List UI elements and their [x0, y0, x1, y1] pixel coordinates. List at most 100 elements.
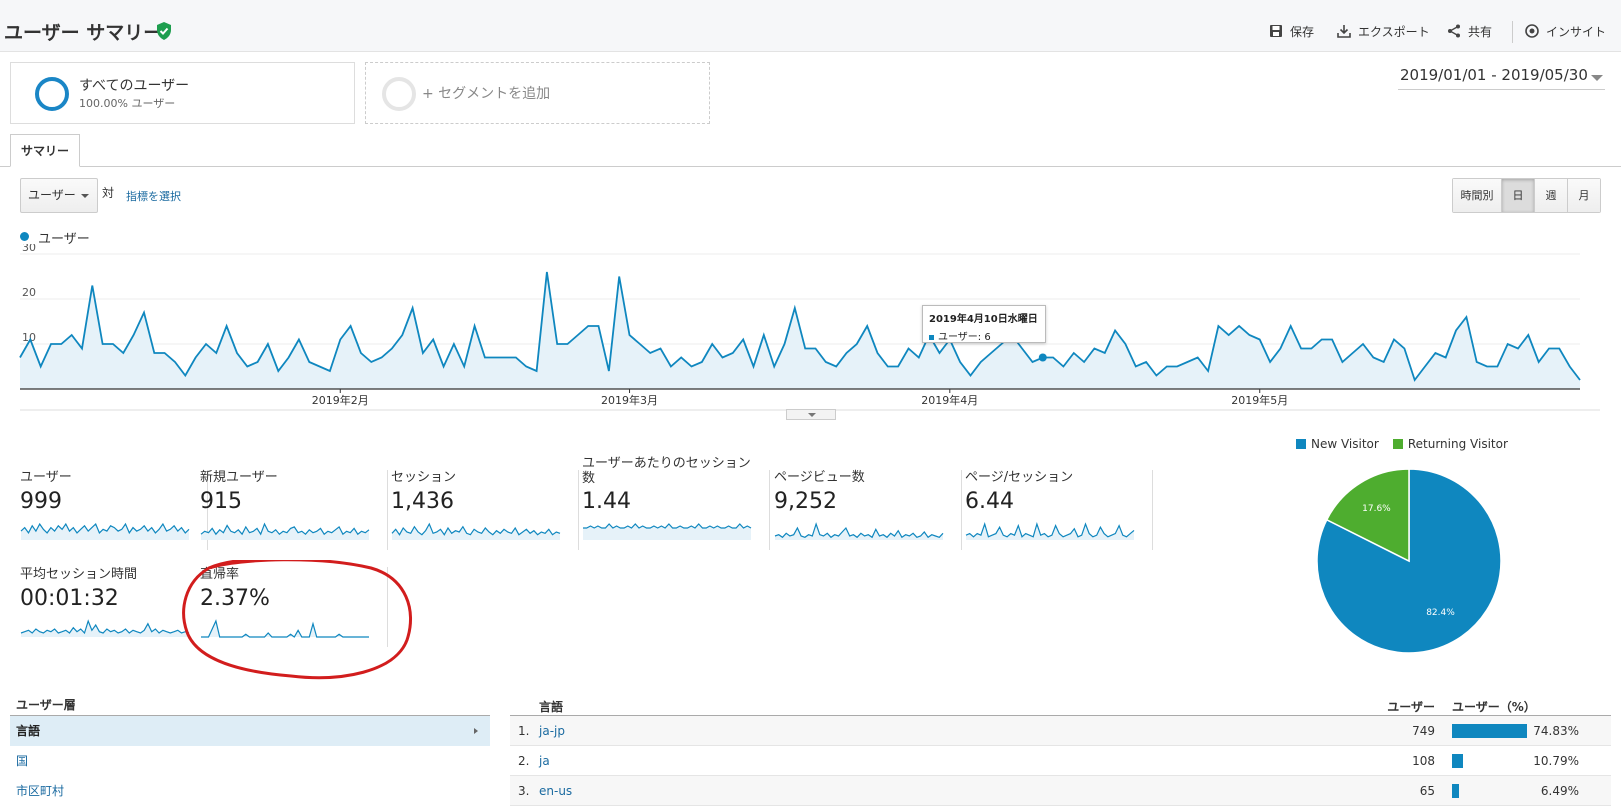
segment-empty-ring-icon [382, 77, 416, 111]
metric-sparkline [20, 522, 190, 540]
tooltip-value: ユーザー: 6 [938, 332, 991, 343]
granularity-day-button[interactable]: 日 [1501, 179, 1534, 212]
row-language-link[interactable]: ja [539, 754, 550, 768]
time-granularity-toggle: 時間別 日 週 月 [1452, 178, 1601, 213]
row-share-bar [1452, 784, 1459, 798]
segment-share: 100.00% ユーザー [79, 97, 176, 110]
row-share-bar [1452, 724, 1527, 738]
metric-card[interactable]: ユーザー 999 [20, 470, 208, 550]
insights-button[interactable]: インサイト [1524, 22, 1606, 40]
demographics-item-language[interactable]: 言語 [10, 716, 490, 746]
pie-legend-returning-visitor[interactable]: Returning Visitor [1392, 437, 1508, 451]
metric-value: 999 [20, 489, 62, 514]
share-button[interactable]: 共有 [1446, 22, 1492, 40]
metric-card[interactable]: セッション 1,436 [391, 470, 579, 550]
save-label: 保存 [1290, 24, 1315, 39]
granularity-month-button[interactable]: 月 [1567, 179, 1600, 212]
pie-legend-new-visitor[interactable]: New Visitor [1296, 437, 1379, 451]
column-header-users[interactable]: ユーザー [1387, 700, 1435, 714]
metric-card[interactable]: 直帰率 2.37% [200, 567, 388, 647]
date-range-picker[interactable]: 2019/01/01 - 2019/05/30 [1398, 64, 1605, 90]
versus-label: 対 [102, 186, 115, 200]
metric-card[interactable]: 平均セッション時間 00:01:32 [20, 567, 208, 647]
demographics-nav: ユーザー層 言語 国 市区町村 [10, 694, 490, 806]
metric-card[interactable]: ユーザーあたりのセッション数 1.44 [582, 456, 770, 550]
chevron-right-icon [474, 728, 478, 734]
granularity-week-button[interactable]: 週 [1534, 179, 1567, 212]
sparkline-fill [966, 524, 1134, 540]
tab-summary[interactable]: サマリー [10, 134, 80, 167]
granularity-hourly-button[interactable]: 時間別 [1453, 179, 1501, 212]
metric-label: 平均セッション時間 [20, 567, 138, 582]
export-label: エクスポート [1358, 24, 1430, 39]
visitor-type-pie-chart[interactable]: 82.4% 17.6% [1316, 468, 1502, 654]
metric-sparkline [201, 619, 369, 638]
sparkline-fill [392, 524, 560, 540]
export-button[interactable]: エクスポート [1336, 22, 1430, 40]
segment-ring-icon [35, 77, 69, 111]
page-title: ユーザー サマリー [4, 22, 163, 44]
row-rank: 3. [518, 784, 530, 798]
select-metric-link[interactable]: 指標を選択 [126, 190, 181, 203]
demographics-header: ユーザー層 [10, 694, 490, 716]
report-header: ユーザー サマリー 保存 エクスポート 共有 インサイト [0, 0, 1621, 52]
pie-legend-swatch [1296, 439, 1306, 449]
metric-dropdown-value: ユーザー [28, 188, 76, 202]
metric-card[interactable]: 新規ユーザー 915 [200, 470, 388, 550]
sparkline-fill [201, 621, 369, 637]
metric-label: ユーザー [20, 470, 72, 485]
table-row: 1. ja-jp 749 74.83% [510, 716, 1611, 746]
save-icon [1270, 25, 1282, 37]
insights-label: インサイト [1546, 24, 1607, 39]
pie-slice-label: 82.4% [1426, 608, 1455, 618]
table-row: 2. ja 108 10.79% [510, 746, 1611, 776]
row-share-pct: 6.49% [1540, 784, 1579, 798]
sparkline-line [200, 522, 370, 536]
metric-sparkline [200, 522, 370, 540]
metric-value: 1,436 [391, 489, 454, 514]
header-divider [1512, 21, 1513, 43]
segment-all-users[interactable]: すべてのユーザー 100.00% ユーザー [10, 62, 355, 124]
save-button[interactable]: 保存 [1268, 22, 1314, 40]
sparkline-line [774, 522, 944, 539]
row-users: 749 [1412, 724, 1435, 738]
row-language-link[interactable]: ja-jp [539, 724, 565, 738]
column-header-users-pct[interactable]: ユーザー（%） [1452, 700, 1536, 714]
metric-sparkline [583, 523, 752, 540]
metric-label: 直帰率 [200, 567, 240, 582]
share-icon [1448, 24, 1460, 38]
tooltip-date: 2019年4月10日水曜日 [929, 314, 1038, 325]
sparkline-line [391, 522, 561, 536]
metric-label: 新規ユーザー [200, 470, 278, 485]
metric-value: 915 [200, 489, 242, 514]
y-tick-label: 30 [22, 244, 36, 254]
metric-label: ユーザーあたりのセッション数 [582, 456, 751, 486]
chevron-down-icon [808, 413, 816, 417]
demographics-item-city[interactable]: 市区町村 [10, 776, 490, 806]
row-users: 65 [1419, 784, 1435, 798]
add-segment-button[interactable]: + セグメントを追加 [365, 62, 710, 124]
metric-value: 1.44 [582, 489, 631, 514]
segment-name: すべてのユーザー [79, 78, 190, 94]
tooltip-swatch [929, 334, 934, 340]
metric-label: ページ/セッション [965, 470, 1074, 485]
pie-slice-returning-visitor[interactable] [1325, 468, 1410, 563]
metric-card[interactable]: ページ/セッション 6.44 [965, 470, 1153, 550]
export-icon [1337, 25, 1351, 38]
share-label: 共有 [1468, 24, 1493, 39]
metric-sparkline [774, 522, 944, 540]
metric-card[interactable]: ページビュー数 9,252 [774, 470, 962, 550]
demographics-item-label: 市区町村 [16, 784, 65, 798]
date-range-value: 2019/01/01 - 2019/05/30 [1400, 66, 1588, 84]
metric-dropdown[interactable]: ユーザー [20, 178, 98, 213]
users-line-chart[interactable]: 30 20 10 2019年2月 2019年3月 2019年4月 2019年5月 [0, 244, 1621, 414]
row-language-link[interactable]: en-us [539, 784, 573, 798]
sparkline-line [20, 619, 190, 635]
demographics-item-country[interactable]: 国 [10, 746, 490, 776]
y-tick-label: 20 [22, 286, 36, 299]
metric-sparkline [391, 522, 561, 540]
column-header-language[interactable]: 言語 [539, 700, 564, 714]
sparkline-line [583, 523, 752, 529]
demographics-item-label: 国 [16, 754, 29, 768]
chart-collapse-handle[interactable] [786, 409, 836, 420]
